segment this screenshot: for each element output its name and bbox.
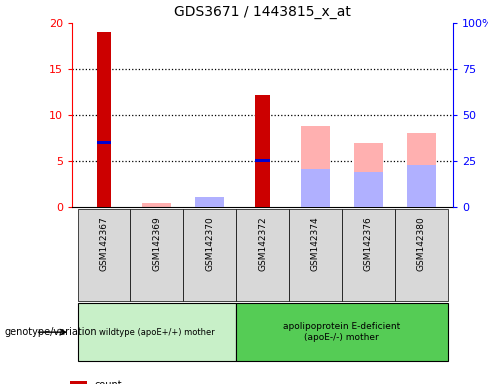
Text: genotype/variation: genotype/variation <box>5 327 98 337</box>
Bar <box>195 205 224 207</box>
Bar <box>354 172 383 207</box>
Bar <box>395 209 447 301</box>
Bar <box>255 159 270 162</box>
Bar <box>195 197 224 207</box>
Text: GSM142369: GSM142369 <box>152 217 162 271</box>
Bar <box>354 143 383 207</box>
Text: GSM142367: GSM142367 <box>100 217 108 271</box>
Title: GDS3671 / 1443815_x_at: GDS3671 / 1443815_x_at <box>174 5 351 19</box>
Bar <box>78 209 130 301</box>
Text: apolipoprotein E-deficient
(apoE-/-) mother: apolipoprotein E-deficient (apoE-/-) mot… <box>283 323 401 342</box>
Text: GSM142376: GSM142376 <box>364 217 373 271</box>
Bar <box>142 203 171 207</box>
Bar <box>78 303 236 361</box>
Bar <box>407 165 436 207</box>
Text: GSM142374: GSM142374 <box>311 217 320 271</box>
Text: count: count <box>95 380 122 384</box>
Bar <box>130 209 183 301</box>
Bar <box>301 126 330 207</box>
Bar <box>407 133 436 207</box>
Bar <box>70 381 87 384</box>
Bar <box>289 209 342 301</box>
Text: GSM142370: GSM142370 <box>205 217 214 271</box>
Bar <box>255 95 270 207</box>
Bar <box>301 169 330 207</box>
Text: GSM142380: GSM142380 <box>417 217 426 271</box>
Bar <box>97 32 111 207</box>
Bar <box>236 303 447 361</box>
Bar <box>342 209 395 301</box>
Bar <box>97 141 111 144</box>
Bar <box>236 209 289 301</box>
Text: wildtype (apoE+/+) mother: wildtype (apoE+/+) mother <box>99 328 215 337</box>
Bar <box>183 209 236 301</box>
Text: GSM142372: GSM142372 <box>258 217 267 271</box>
